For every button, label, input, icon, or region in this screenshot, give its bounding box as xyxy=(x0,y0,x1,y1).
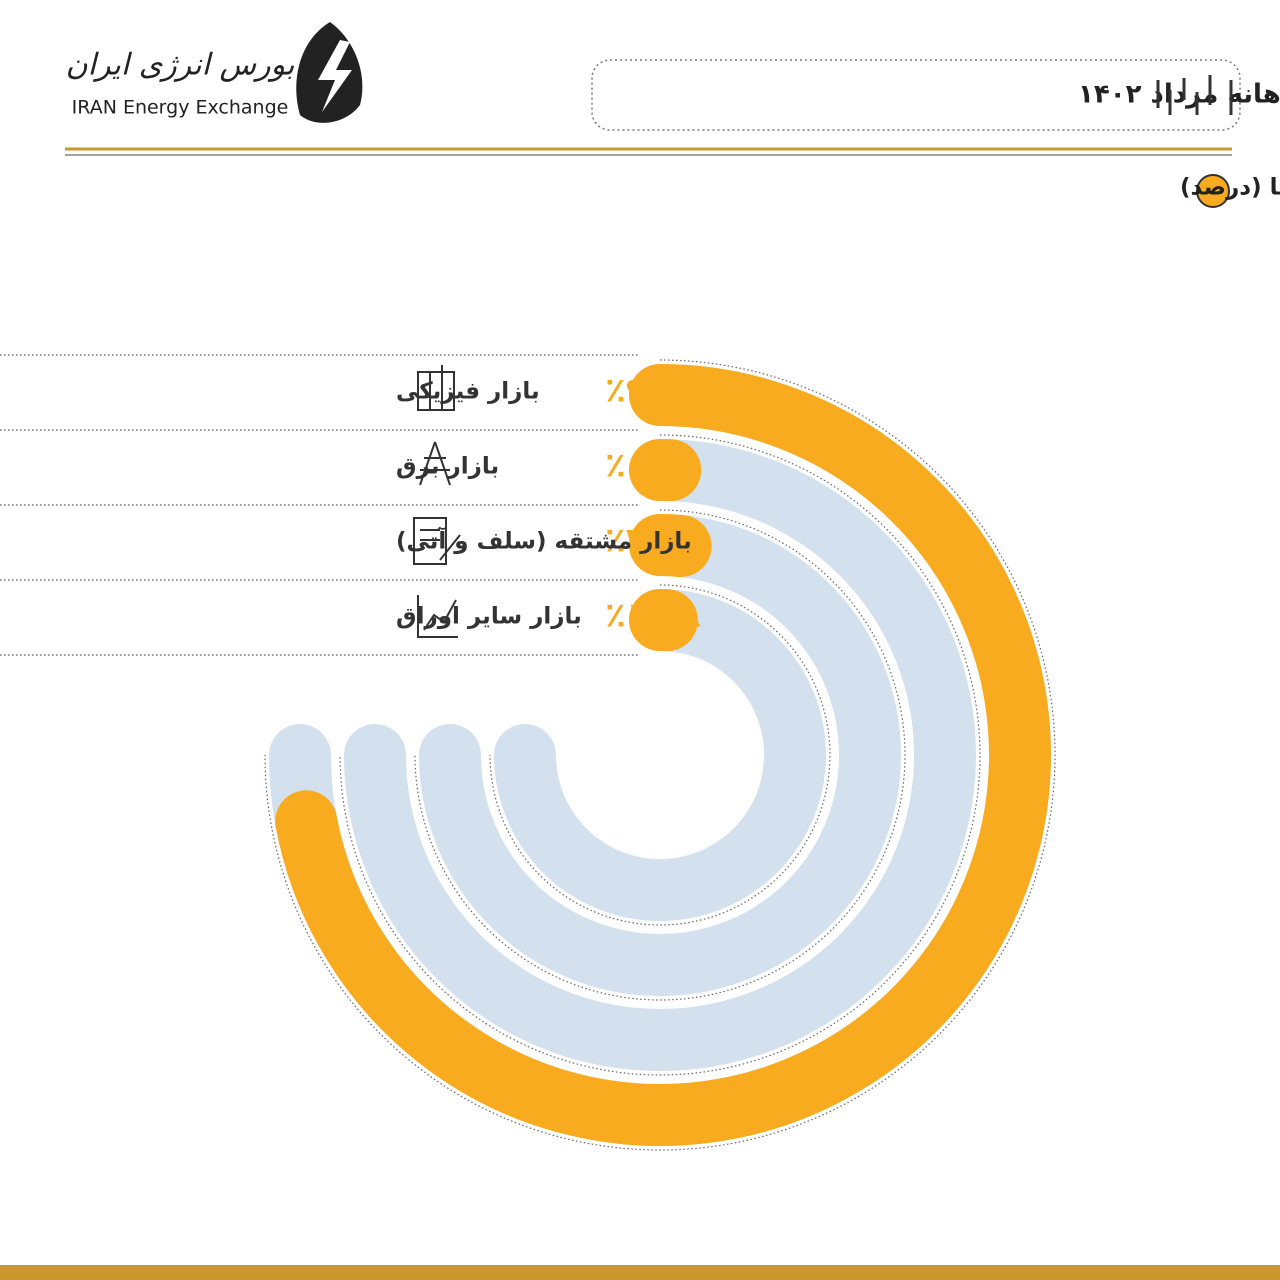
category-label: بازار فیزیکی xyxy=(396,379,540,405)
bar xyxy=(275,364,1051,1146)
category-label: بازار مشتقه (سلف و آتی) xyxy=(396,526,692,555)
track xyxy=(419,514,901,996)
category-label: بازار سایر اوراق xyxy=(396,604,582,630)
logo-fa: بورس انرژی ایران xyxy=(66,48,295,83)
value-label: ٪۰.۷۶ xyxy=(605,446,701,486)
track xyxy=(344,439,976,1071)
logo-en: IRAN Energy Exchange xyxy=(72,97,289,119)
value-label: ٪۱.۰۸ xyxy=(605,596,701,636)
value-label: ٪۲.۰۹ xyxy=(605,521,701,561)
bar xyxy=(629,514,712,578)
header-box xyxy=(591,59,1241,131)
row-rules xyxy=(0,354,640,656)
header-icon xyxy=(1156,75,1233,115)
title-marker xyxy=(1196,174,1230,208)
track xyxy=(494,589,826,921)
track-outline xyxy=(489,584,831,926)
logo-icon xyxy=(296,22,363,123)
chart-title: ارزش معاملات بورس انرژی به تفکیک بازارها… xyxy=(1180,175,1280,201)
value-label: ٪۹۶.۰۷ xyxy=(605,371,722,411)
footer-bar xyxy=(0,1265,1280,1280)
category-label: بازار برق xyxy=(396,454,499,480)
track-outline xyxy=(339,434,981,1076)
row-icons xyxy=(413,365,461,638)
track-outline xyxy=(414,509,906,1001)
header-title: گزارش معاملاتی ماهانه مرداد ۱۴۰۲ xyxy=(1078,79,1280,110)
